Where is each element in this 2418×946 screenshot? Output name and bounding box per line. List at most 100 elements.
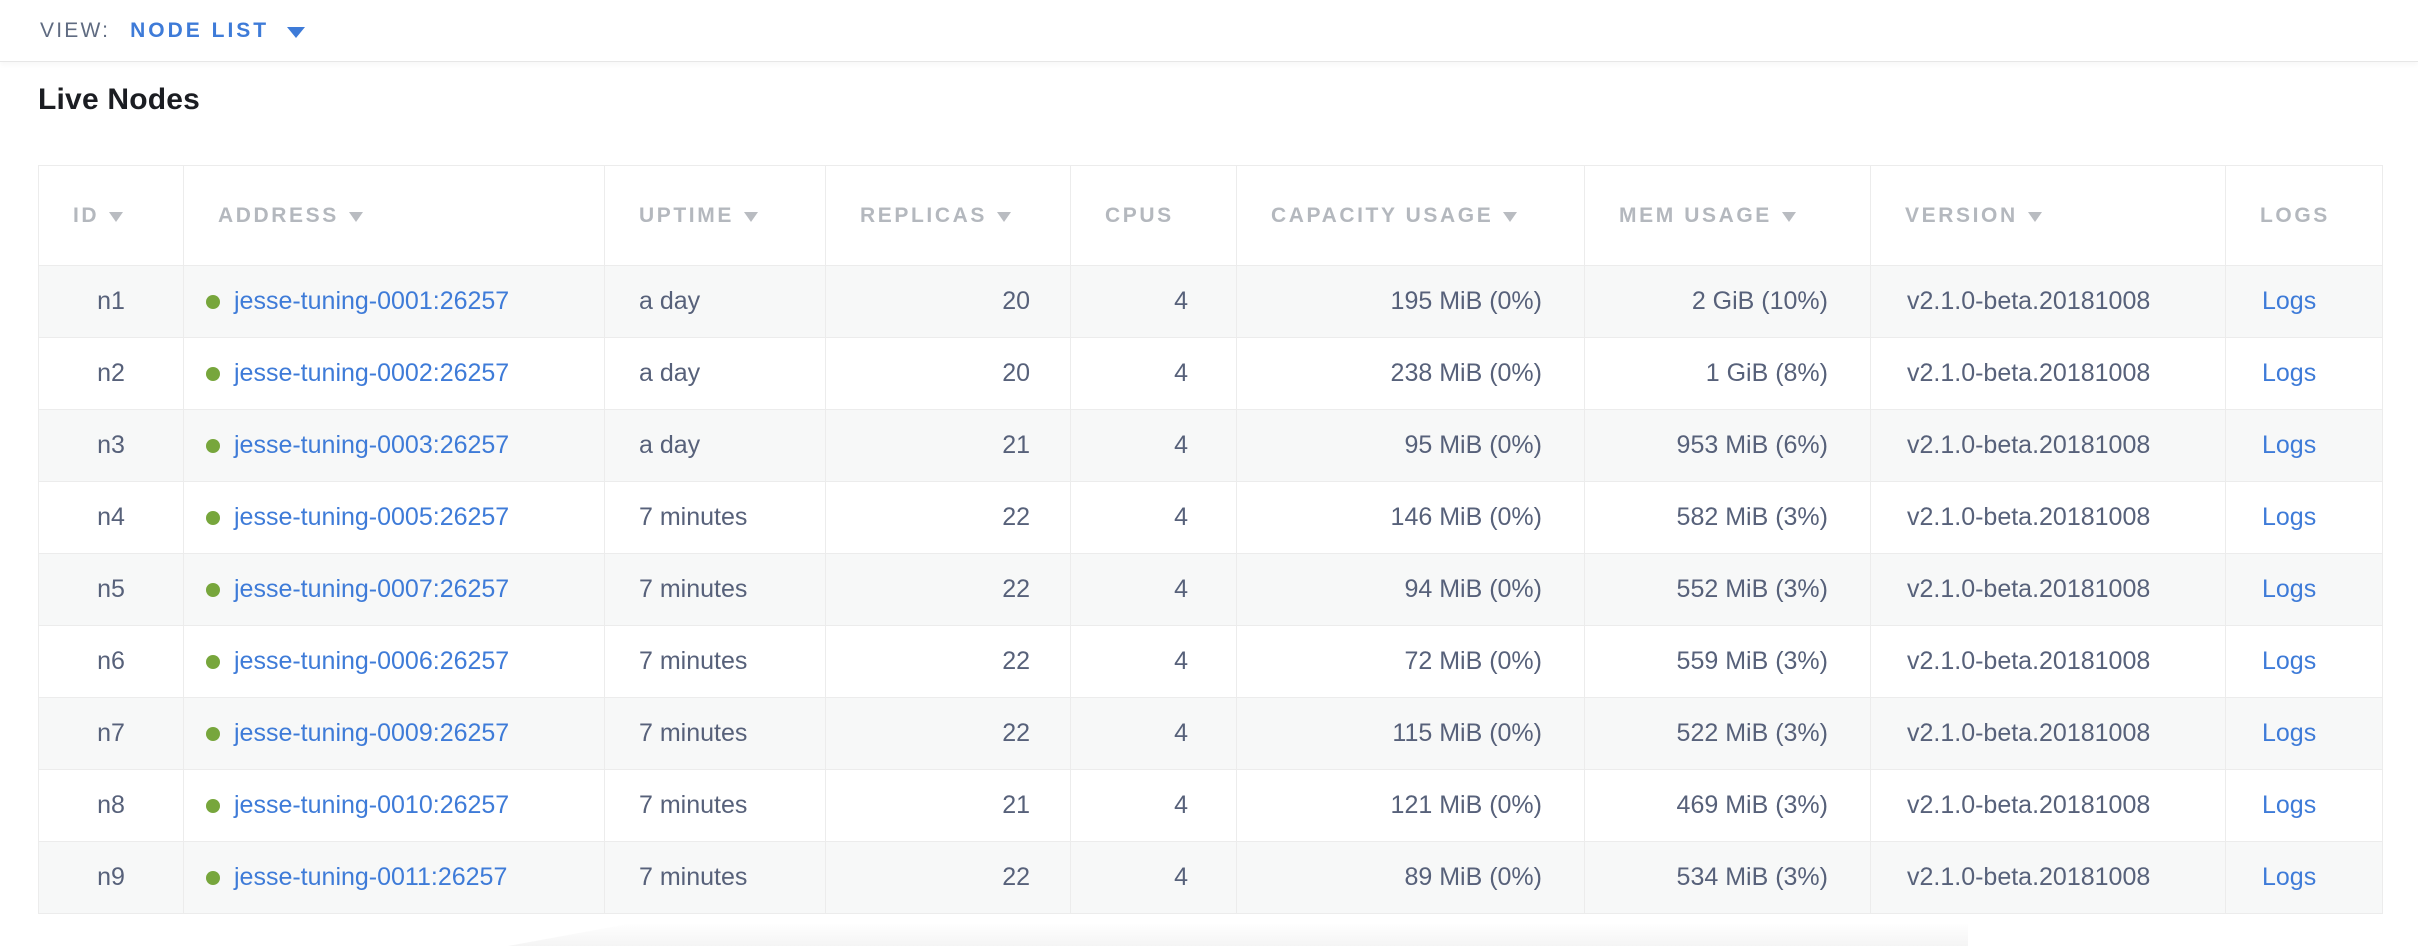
cell-mem: 582 MiB (3%) — [1584, 481, 1871, 554]
cell-uptime: 7 minutes — [604, 697, 826, 770]
column-header-id[interactable]: ID — [38, 165, 184, 266]
node-row-n5: n5 jesse-tuning-0007:26257 7 minutes 22 4 94 … — [38, 553, 2383, 626]
node-logs-link[interactable]: Logs — [2262, 791, 2317, 819]
below-fold-card-edge — [508, 924, 1968, 946]
cell-version: v2.1.0-beta.20181008 — [1870, 409, 2226, 482]
table-header-row: ID ADDRESS UPTIME REPLICAS CPUS CAPACITY USAG… — [38, 165, 2383, 266]
cell-cpus: 4 — [1070, 265, 1237, 338]
cell-version: v2.1.0-beta.20181008 — [1870, 841, 2226, 914]
sort-descending-icon — [743, 211, 758, 222]
cell-address: jesse-tuning-0001:26257 — [183, 265, 605, 338]
column-header-label: ADDRESS — [218, 203, 339, 227]
view-label: VIEW: — [40, 18, 111, 42]
cell-id: n4 — [38, 481, 184, 554]
cell-address: jesse-tuning-0002:26257 — [183, 337, 605, 410]
address-cell-content: jesse-tuning-0007:26257 — [206, 575, 509, 604]
node-address-link[interactable]: jesse-tuning-0006:26257 — [234, 647, 510, 676]
cell-mem: 522 MiB (3%) — [1584, 697, 1871, 770]
cell-address: jesse-tuning-0011:26257 — [183, 841, 605, 914]
cell-capacity: 195 MiB (0%) — [1236, 265, 1585, 338]
node-live-status-icon — [206, 510, 220, 525]
cell-logs: Logs — [2225, 337, 2383, 410]
address-cell-content: jesse-tuning-0003:26257 — [206, 431, 509, 460]
cell-version: v2.1.0-beta.20181008 — [1870, 265, 2226, 338]
column-header-mem[interactable]: MEM USAGE — [1584, 165, 1871, 266]
view-dropdown[interactable]: NODE LIST — [130, 19, 306, 43]
node-address-link[interactable]: jesse-tuning-0003:26257 — [234, 431, 510, 460]
cell-address: jesse-tuning-0003:26257 — [183, 409, 605, 482]
cell-address: jesse-tuning-0006:26257 — [183, 625, 605, 698]
address-cell-content: jesse-tuning-0009:26257 — [206, 719, 509, 748]
node-logs-link[interactable]: Logs — [2262, 359, 2317, 387]
cell-version: v2.1.0-beta.20181008 — [1870, 697, 2226, 770]
node-logs-link[interactable]: Logs — [2262, 431, 2317, 459]
cell-mem: 552 MiB (3%) — [1584, 553, 1871, 626]
node-logs-link[interactable]: Logs — [2262, 719, 2317, 747]
column-header-version[interactable]: VERSION — [1870, 165, 2226, 266]
node-address-link[interactable]: jesse-tuning-0009:26257 — [234, 719, 510, 748]
column-header-address[interactable]: ADDRESS — [183, 165, 605, 266]
node-address-link[interactable]: jesse-tuning-0010:26257 — [234, 791, 510, 820]
node-logs-link[interactable]: Logs — [2262, 503, 2317, 531]
node-address-link[interactable]: jesse-tuning-0007:26257 — [234, 575, 510, 604]
cell-version: v2.1.0-beta.20181008 — [1870, 481, 2226, 554]
node-logs-link[interactable]: Logs — [2262, 575, 2317, 603]
node-live-status-icon — [206, 798, 220, 813]
cell-cpus: 4 — [1070, 409, 1237, 482]
cell-uptime: 7 minutes — [604, 553, 826, 626]
cell-capacity: 95 MiB (0%) — [1236, 409, 1585, 482]
node-logs-link[interactable]: Logs — [2262, 863, 2317, 891]
live-nodes-table: ID ADDRESS UPTIME REPLICAS CPUS CAPACITY USAG… — [38, 165, 2383, 914]
cell-replicas: 20 — [825, 265, 1071, 338]
cell-cpus: 4 — [1070, 841, 1237, 914]
cell-replicas: 21 — [825, 409, 1071, 482]
node-row-n2: n2 jesse-tuning-0002:26257 a day 20 4 238 MiB… — [38, 337, 2383, 410]
column-header-capacity[interactable]: CAPACITY USAGE — [1236, 165, 1585, 266]
node-row-n8: n8 jesse-tuning-0010:26257 7 minutes 21 4 121… — [38, 769, 2383, 842]
address-cell-content: jesse-tuning-0001:26257 — [206, 287, 509, 316]
address-cell-content: jesse-tuning-0010:26257 — [206, 791, 509, 820]
node-live-status-icon — [206, 870, 220, 885]
cell-logs: Logs — [2225, 265, 2383, 338]
sort-descending-icon — [109, 211, 124, 222]
cell-mem: 534 MiB (3%) — [1584, 841, 1871, 914]
column-header-replicas[interactable]: REPLICAS — [825, 165, 1071, 266]
cell-id: n7 — [38, 697, 184, 770]
node-address-link[interactable]: jesse-tuning-0001:26257 — [234, 287, 510, 316]
column-header-cpus: CPUS — [1070, 165, 1237, 266]
cell-capacity: 94 MiB (0%) — [1236, 553, 1585, 626]
cell-id: n2 — [38, 337, 184, 410]
cell-cpus: 4 — [1070, 769, 1237, 842]
node-live-status-icon — [206, 726, 220, 741]
node-logs-link[interactable]: Logs — [2262, 287, 2317, 315]
address-cell-content: jesse-tuning-0006:26257 — [206, 647, 509, 676]
cell-id: n6 — [38, 625, 184, 698]
node-address-link[interactable]: jesse-tuning-0005:26257 — [234, 503, 510, 532]
cell-capacity: 89 MiB (0%) — [1236, 841, 1585, 914]
node-logs-link[interactable]: Logs — [2262, 647, 2317, 675]
cell-id: n9 — [38, 841, 184, 914]
column-header-uptime[interactable]: UPTIME — [604, 165, 826, 266]
address-cell-content: jesse-tuning-0002:26257 — [206, 359, 509, 388]
cell-capacity: 238 MiB (0%) — [1236, 337, 1585, 410]
column-header-label: REPLICAS — [860, 203, 987, 227]
cell-id: n1 — [38, 265, 184, 338]
cell-address: jesse-tuning-0009:26257 — [183, 697, 605, 770]
cell-mem: 559 MiB (3%) — [1584, 625, 1871, 698]
node-address-link[interactable]: jesse-tuning-0002:26257 — [234, 359, 510, 388]
cell-id: n8 — [38, 769, 184, 842]
cell-uptime: a day — [604, 409, 826, 482]
cell-mem: 1 GiB (8%) — [1584, 337, 1871, 410]
cell-logs: Logs — [2225, 769, 2383, 842]
cell-address: jesse-tuning-0010:26257 — [183, 769, 605, 842]
cell-cpus: 4 — [1070, 481, 1237, 554]
cell-replicas: 22 — [825, 553, 1071, 626]
cell-logs: Logs — [2225, 409, 2383, 482]
cell-version: v2.1.0-beta.20181008 — [1870, 337, 2226, 410]
column-header-logs: LOGS — [2225, 165, 2383, 266]
sort-descending-icon — [348, 211, 363, 222]
sort-descending-icon — [996, 211, 1011, 222]
sort-descending-icon — [1781, 211, 1796, 222]
node-row-n7: n7 jesse-tuning-0009:26257 7 minutes 22 4 115… — [38, 697, 2383, 770]
node-address-link[interactable]: jesse-tuning-0011:26257 — [234, 863, 508, 892]
